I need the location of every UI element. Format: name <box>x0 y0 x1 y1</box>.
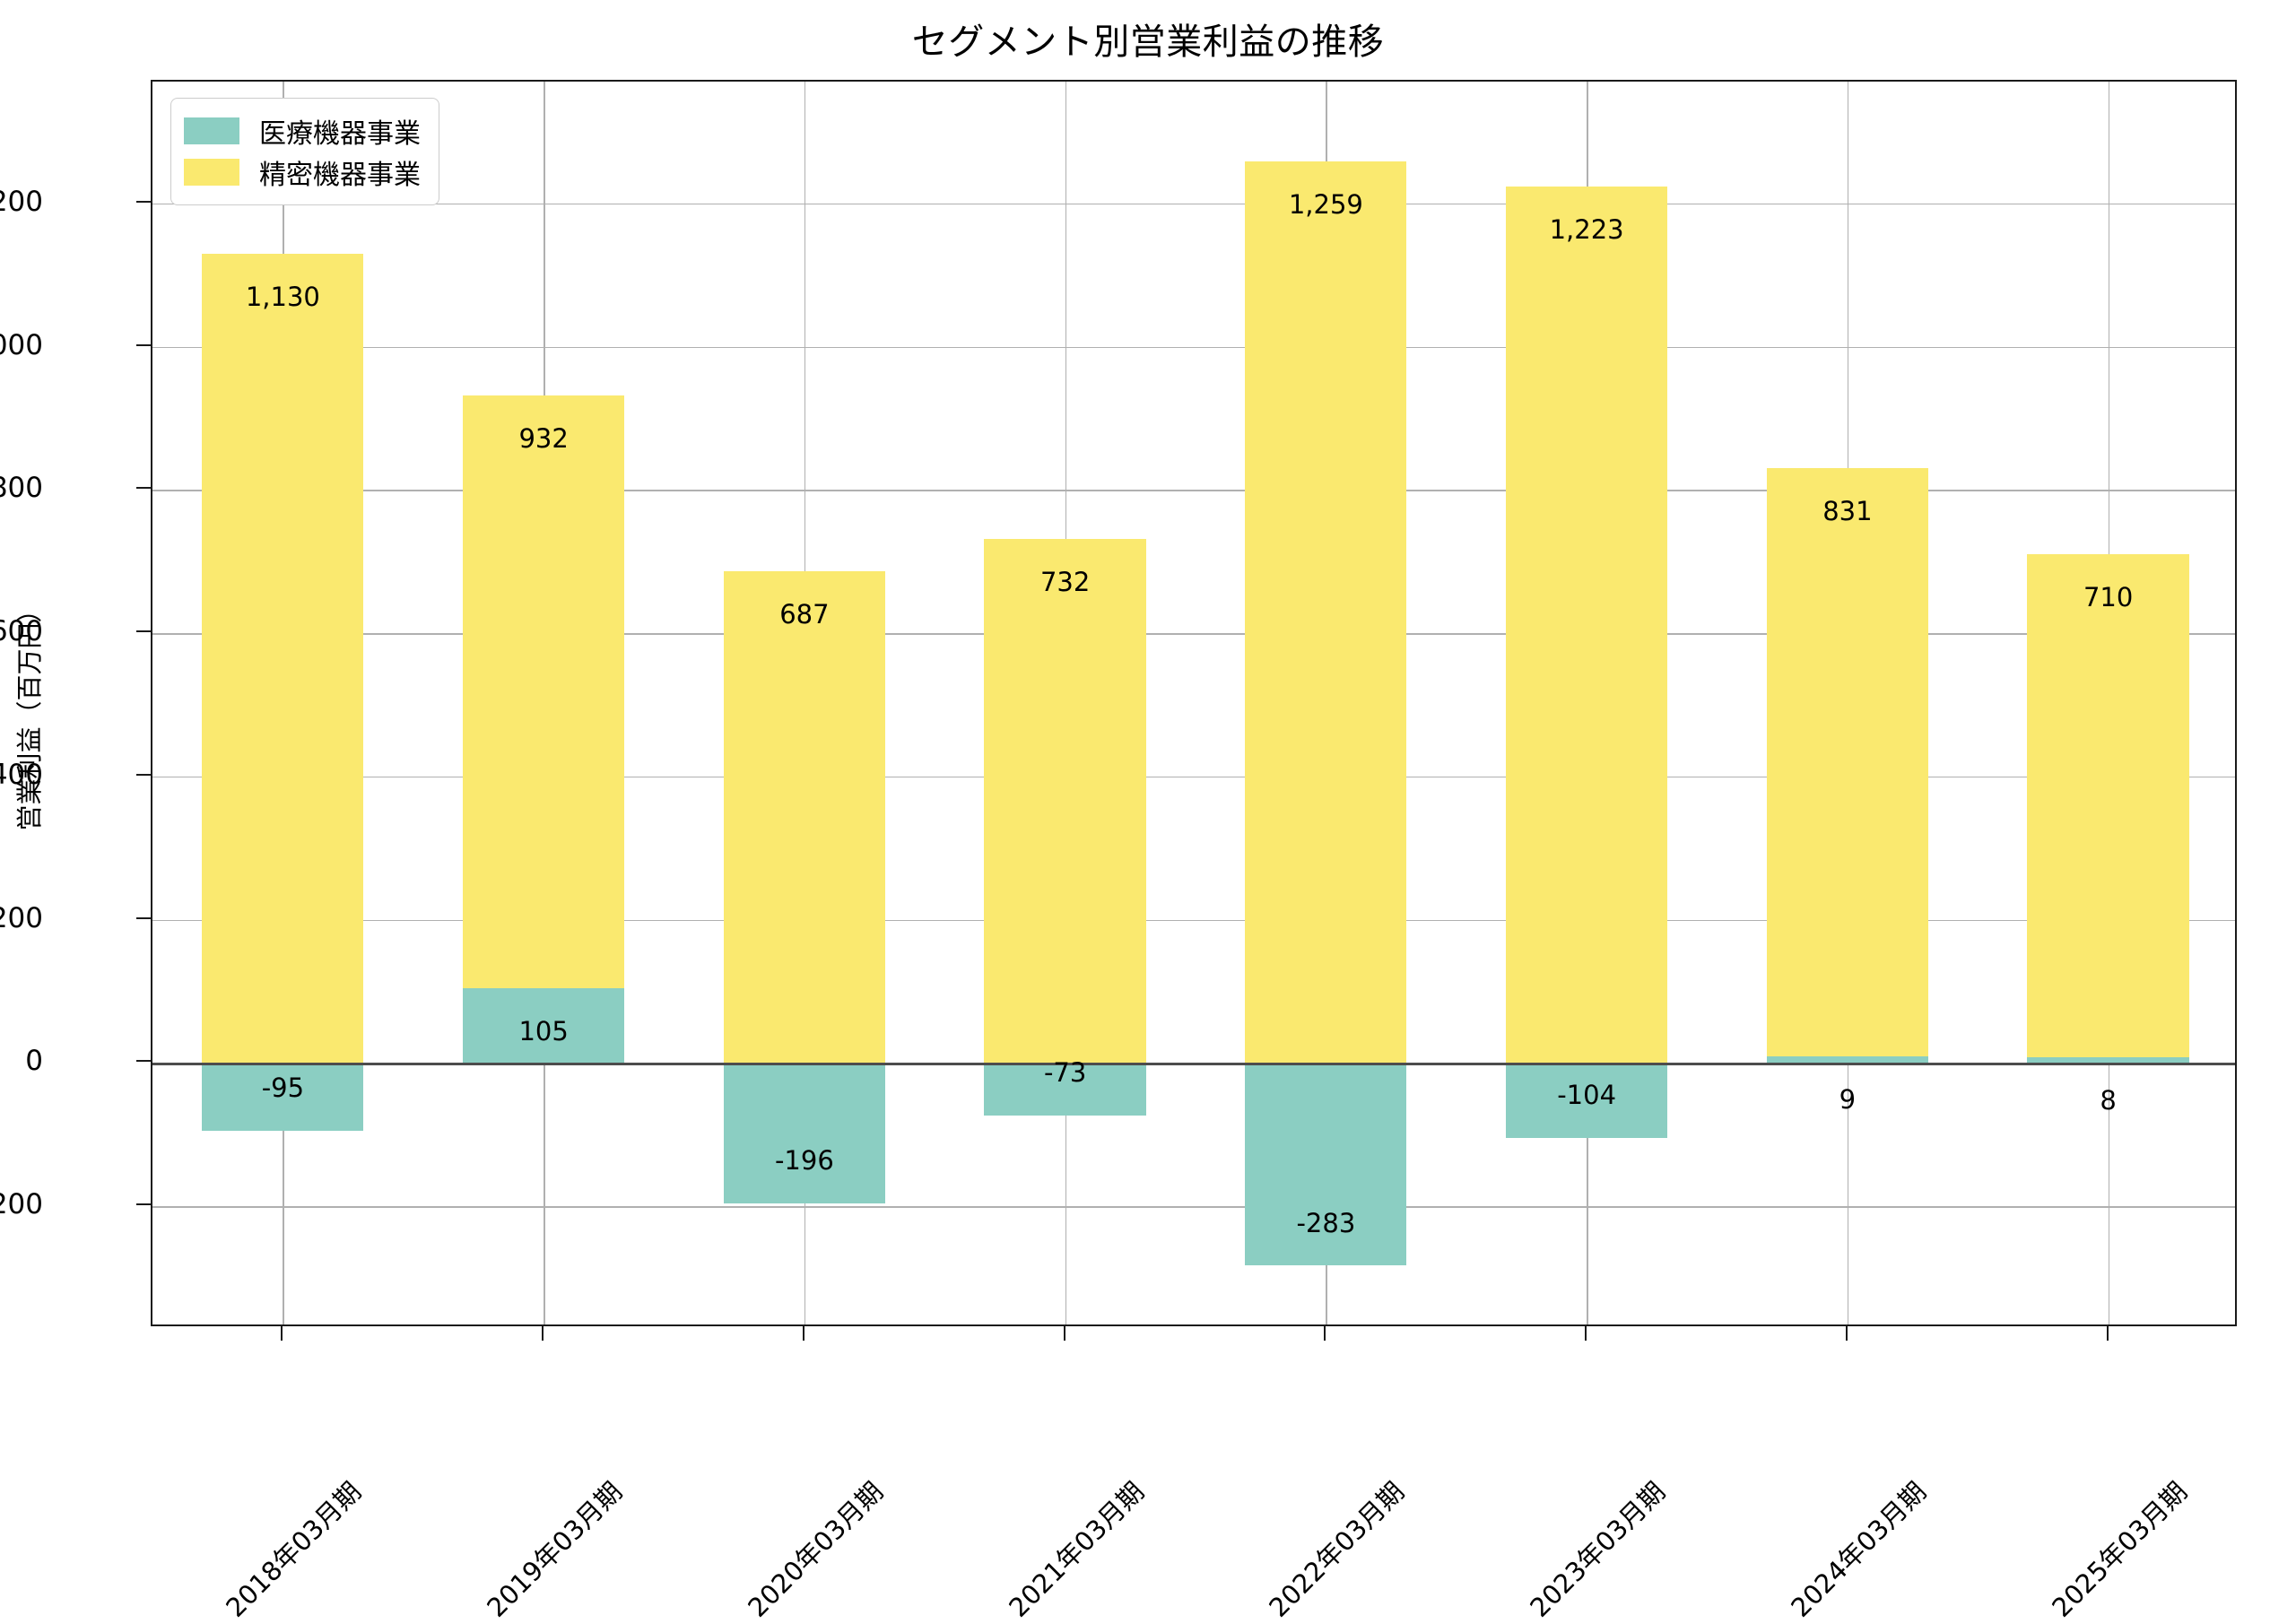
y-tick-mark <box>136 630 151 633</box>
gridline-horizontal <box>152 203 2235 205</box>
gridline-horizontal <box>152 919 2235 922</box>
bar-value-label: 932 <box>518 422 569 454</box>
x-tick-label: 2018年03月期 <box>221 1347 494 1623</box>
legend-item-precision[interactable]: 精密機器事業 <box>184 152 421 193</box>
y-tick-label: 1,000 <box>0 328 43 361</box>
bar[interactable] <box>1505 1063 1668 1138</box>
bar-value-label: -95 <box>261 1073 305 1104</box>
gridline-horizontal <box>152 1206 2235 1208</box>
bar[interactable] <box>2027 1057 2189 1064</box>
x-tick-label-text: 2020年03月期 <box>742 1476 890 1623</box>
y-tick-mark <box>136 1060 151 1063</box>
gridline-horizontal <box>152 346 2235 349</box>
x-tick-mark <box>802 1326 804 1341</box>
legend-item-medical[interactable]: 医療機器事業 <box>184 110 421 152</box>
bar[interactable] <box>984 538 1146 1064</box>
x-tick-label-text: 2024年03月期 <box>1785 1476 1933 1623</box>
bar[interactable] <box>723 570 885 1064</box>
x-tick-label: 2023年03月期 <box>1524 1347 1798 1623</box>
bar[interactable] <box>1766 467 1928 1064</box>
bar-value-label: 1,259 <box>1288 188 1363 220</box>
x-tick-label: 2020年03月期 <box>742 1347 1016 1623</box>
x-tick-label: 2025年03月期 <box>2046 1347 2296 1623</box>
y-tick-mark <box>136 1203 151 1206</box>
bar-value-label: -104 <box>1557 1079 1617 1110</box>
chart-legend[interactable]: 医療機器事業 精密機器事業 <box>170 98 439 205</box>
x-tick-label-text: 2018年03月期 <box>220 1476 368 1623</box>
chart-title: セグメント別営業利益の推移 <box>911 22 1385 63</box>
chart-figure: セグメント別営業利益の推移 営業利益（百万円） -200020040060080… <box>0 22 2296 1623</box>
x-tick-label: 2024年03月期 <box>1785 1347 2059 1623</box>
y-tick-label: 0 <box>25 1045 43 1078</box>
bar-value-label: 105 <box>518 1015 569 1046</box>
bar[interactable] <box>1766 1056 1928 1064</box>
bar[interactable] <box>462 395 625 1064</box>
x-tick-mark <box>1585 1326 1587 1341</box>
y-tick-mark <box>136 916 151 919</box>
plot-area: 1,130 932 687 732 1,259 1,223 831 710 -95 105 -196… <box>151 80 2237 1326</box>
gridline-horizontal <box>152 490 2235 491</box>
legend-swatch-medical <box>184 117 239 144</box>
x-tick-mark <box>542 1326 544 1341</box>
x-tick-label: 2019年03月期 <box>481 1347 755 1623</box>
bar-value-label: 831 <box>1822 495 1873 526</box>
y-tick-label: 400 <box>0 758 43 791</box>
y-tick-label: 800 <box>0 472 43 505</box>
bar-value-label: 1,223 <box>1549 214 1624 246</box>
y-tick-label: -200 <box>0 1188 43 1221</box>
bar[interactable] <box>1245 161 1407 1064</box>
x-tick-label-text: 2021年03月期 <box>1002 1476 1150 1623</box>
bar-value-label: -196 <box>774 1145 834 1176</box>
bar-value-label: 710 <box>2083 582 2134 613</box>
x-tick-mark <box>2106 1326 2109 1341</box>
bar[interactable] <box>202 253 364 1064</box>
y-tick-label: 1,200 <box>0 185 43 218</box>
gridline-horizontal <box>152 776 2235 778</box>
x-tick-label-text: 2022年03月期 <box>1263 1476 1411 1623</box>
bar-value-label: -73 <box>1043 1056 1087 1088</box>
bar-value-label: -283 <box>1296 1207 1356 1238</box>
bar[interactable] <box>723 1063 885 1203</box>
x-tick-mark <box>1324 1326 1326 1341</box>
gridline-horizontal <box>152 633 2235 635</box>
bar[interactable] <box>1505 187 1668 1064</box>
bar-value-label: 732 <box>1039 566 1091 597</box>
bar-value-label: 1,130 <box>245 281 320 312</box>
y-tick-mark <box>136 200 151 203</box>
bar-value-label: 9 <box>1839 1084 1857 1116</box>
plot-inner: 1,130 932 687 732 1,259 1,223 831 710 -95 105 -196… <box>152 82 2235 1324</box>
x-tick-label-text: 2023年03月期 <box>1524 1476 1672 1623</box>
y-tick-label: 600 <box>0 615 43 648</box>
bar-value-label: 687 <box>779 598 830 630</box>
bar[interactable] <box>984 1063 1146 1116</box>
legend-swatch-precision <box>184 159 239 186</box>
bar[interactable] <box>202 1063 364 1132</box>
legend-label-medical: 医療機器事業 <box>259 118 421 150</box>
bar[interactable] <box>2027 554 2189 1064</box>
x-tick-label: 2022年03月期 <box>1264 1347 1537 1623</box>
x-tick-label-text: 2019年03月期 <box>481 1476 629 1623</box>
bar-value-label: 8 <box>2100 1085 2117 1116</box>
legend-label-precision: 精密機器事業 <box>259 160 421 191</box>
y-tick-label: 200 <box>0 901 43 934</box>
x-tick-mark <box>1063 1326 1065 1341</box>
y-tick-mark <box>136 487 151 490</box>
x-tick-mark <box>1845 1326 1848 1341</box>
zero-baseline <box>152 1063 2235 1065</box>
x-tick-label: 2021年03月期 <box>1003 1347 1277 1623</box>
bar[interactable] <box>462 987 625 1064</box>
x-tick-mark <box>281 1326 283 1341</box>
y-tick-mark <box>136 773 151 776</box>
y-tick-mark <box>136 343 151 346</box>
bar[interactable] <box>1245 1063 1407 1266</box>
x-tick-label-text: 2025年03月期 <box>2045 1476 2193 1623</box>
